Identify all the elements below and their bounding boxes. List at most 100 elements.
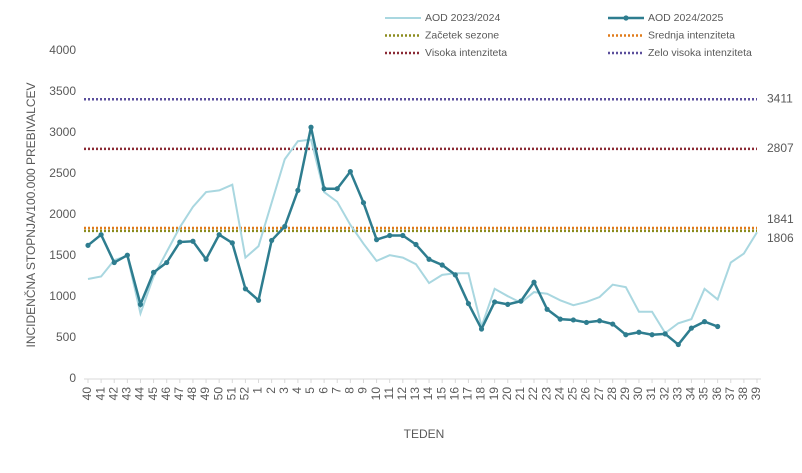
point: [124, 252, 130, 258]
x-tick-label: 1: [251, 387, 265, 394]
y-tick-label: 2000: [49, 207, 76, 221]
x-tick-label: 36: [710, 387, 724, 401]
point: [347, 168, 353, 175]
point: [583, 319, 590, 326]
x-tick-label: 47: [172, 387, 186, 401]
x-tick-label: 7: [329, 387, 343, 394]
x-tick-label: 30: [631, 387, 645, 401]
point: [98, 232, 104, 238]
x-tick-label: 12: [395, 387, 409, 401]
x-tick-label: 16: [447, 387, 461, 401]
point: [255, 297, 262, 303]
point: [675, 341, 681, 348]
y-tick-label: 3500: [49, 84, 76, 98]
x-tick-label: 29: [618, 387, 632, 401]
legend-label: AOD 2024/2025: [648, 12, 723, 24]
x-tick-label: 21: [513, 387, 527, 401]
y-tick-label: 0: [69, 371, 76, 385]
point: [282, 223, 288, 230]
point: [373, 237, 380, 243]
point: [662, 331, 668, 337]
legend-label: Srednja intenziteta: [648, 29, 735, 41]
x-tick-label: 45: [146, 387, 160, 401]
x-tick-label: 17: [461, 387, 475, 401]
legend-marker: [623, 15, 629, 21]
point: [164, 259, 170, 266]
x-tick-label: 9: [356, 387, 370, 394]
point: [688, 325, 695, 331]
x-tick-label: 11: [382, 387, 396, 400]
x-axis-label: TEDEN: [404, 427, 445, 441]
x-tick-label: 34: [684, 387, 698, 401]
point: [216, 232, 222, 238]
x-tick-label: 19: [487, 387, 501, 401]
threshold-label: 1841: [767, 212, 794, 226]
point: [360, 200, 367, 206]
point: [203, 256, 209, 262]
x-tick-label: 2: [264, 387, 278, 394]
legend-label: Zelo visoka intenziteta: [648, 47, 752, 59]
x-tick-label: 40: [80, 387, 94, 401]
point: [137, 301, 144, 307]
point: [701, 319, 708, 325]
x-tick-label: 48: [185, 387, 199, 401]
x-tick-label: 6: [316, 387, 330, 394]
x-tick-label: 13: [408, 387, 422, 401]
point: [596, 318, 603, 324]
point: [439, 262, 445, 268]
point: [557, 316, 563, 322]
x-tick-label: 42: [106, 387, 120, 401]
threshold-label: 2807: [767, 141, 794, 155]
x-tick-label: 32: [657, 387, 671, 401]
point: [308, 124, 314, 130]
threshold-label: 3411: [767, 91, 793, 105]
x-tick-label: 20: [500, 387, 514, 401]
point: [649, 332, 655, 338]
x-tick-label: 14: [421, 387, 435, 401]
point: [85, 242, 91, 248]
x-tick-label: 25: [566, 387, 580, 401]
point: [531, 279, 537, 285]
legend-label: AOD 2023/2024: [425, 12, 500, 24]
x-tick-label: 18: [474, 387, 488, 401]
point: [505, 301, 511, 307]
point: [334, 186, 340, 192]
x-tick-label: 39: [749, 387, 763, 401]
series-line: [87, 138, 758, 335]
legend-label: Visoka intenziteta: [425, 47, 507, 59]
y-tick-label: 3000: [49, 125, 76, 139]
x-tick-label: 49: [198, 387, 212, 401]
x-tick-label: 37: [723, 387, 737, 401]
point: [636, 329, 642, 335]
point: [150, 269, 157, 275]
point: [111, 259, 117, 266]
point: [387, 232, 393, 239]
point: [269, 237, 275, 244]
x-tick-label: 26: [579, 387, 593, 401]
point: [478, 326, 485, 332]
y-tick-label: 1000: [49, 289, 76, 303]
x-tick-label: 28: [605, 387, 619, 401]
point: [400, 232, 406, 239]
x-tick-label: 22: [526, 387, 540, 401]
point: [492, 299, 498, 305]
x-tick-label: 46: [159, 387, 173, 401]
y-tick-label: 500: [56, 330, 76, 344]
point: [321, 186, 327, 192]
point: [177, 239, 183, 245]
x-tick-label: 38: [736, 387, 750, 401]
y-tick-label: 1500: [49, 248, 76, 262]
x-tick-label: 8: [343, 387, 357, 394]
x-tick-label: 3: [277, 387, 291, 394]
x-tick-label: 44: [133, 387, 147, 401]
y-axis-label: INCIDENČNA STOPNJA/100.000 PREBIVALCEV: [23, 83, 38, 348]
x-tick-label: 50: [211, 387, 225, 401]
point: [190, 238, 196, 244]
point: [295, 187, 301, 193]
x-tick-label: 33: [670, 387, 684, 401]
x-tick-label: 41: [93, 387, 107, 401]
point: [518, 298, 524, 304]
x-tick-label: 52: [238, 387, 252, 401]
point: [610, 321, 616, 327]
